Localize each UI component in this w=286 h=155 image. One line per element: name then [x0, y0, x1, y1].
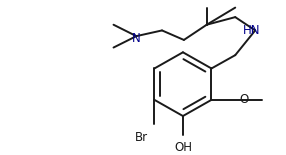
Text: N: N [132, 31, 141, 44]
Text: OH: OH [174, 141, 192, 154]
Text: O: O [239, 93, 249, 106]
Text: HN: HN [243, 24, 260, 37]
Text: Br: Br [135, 131, 148, 144]
